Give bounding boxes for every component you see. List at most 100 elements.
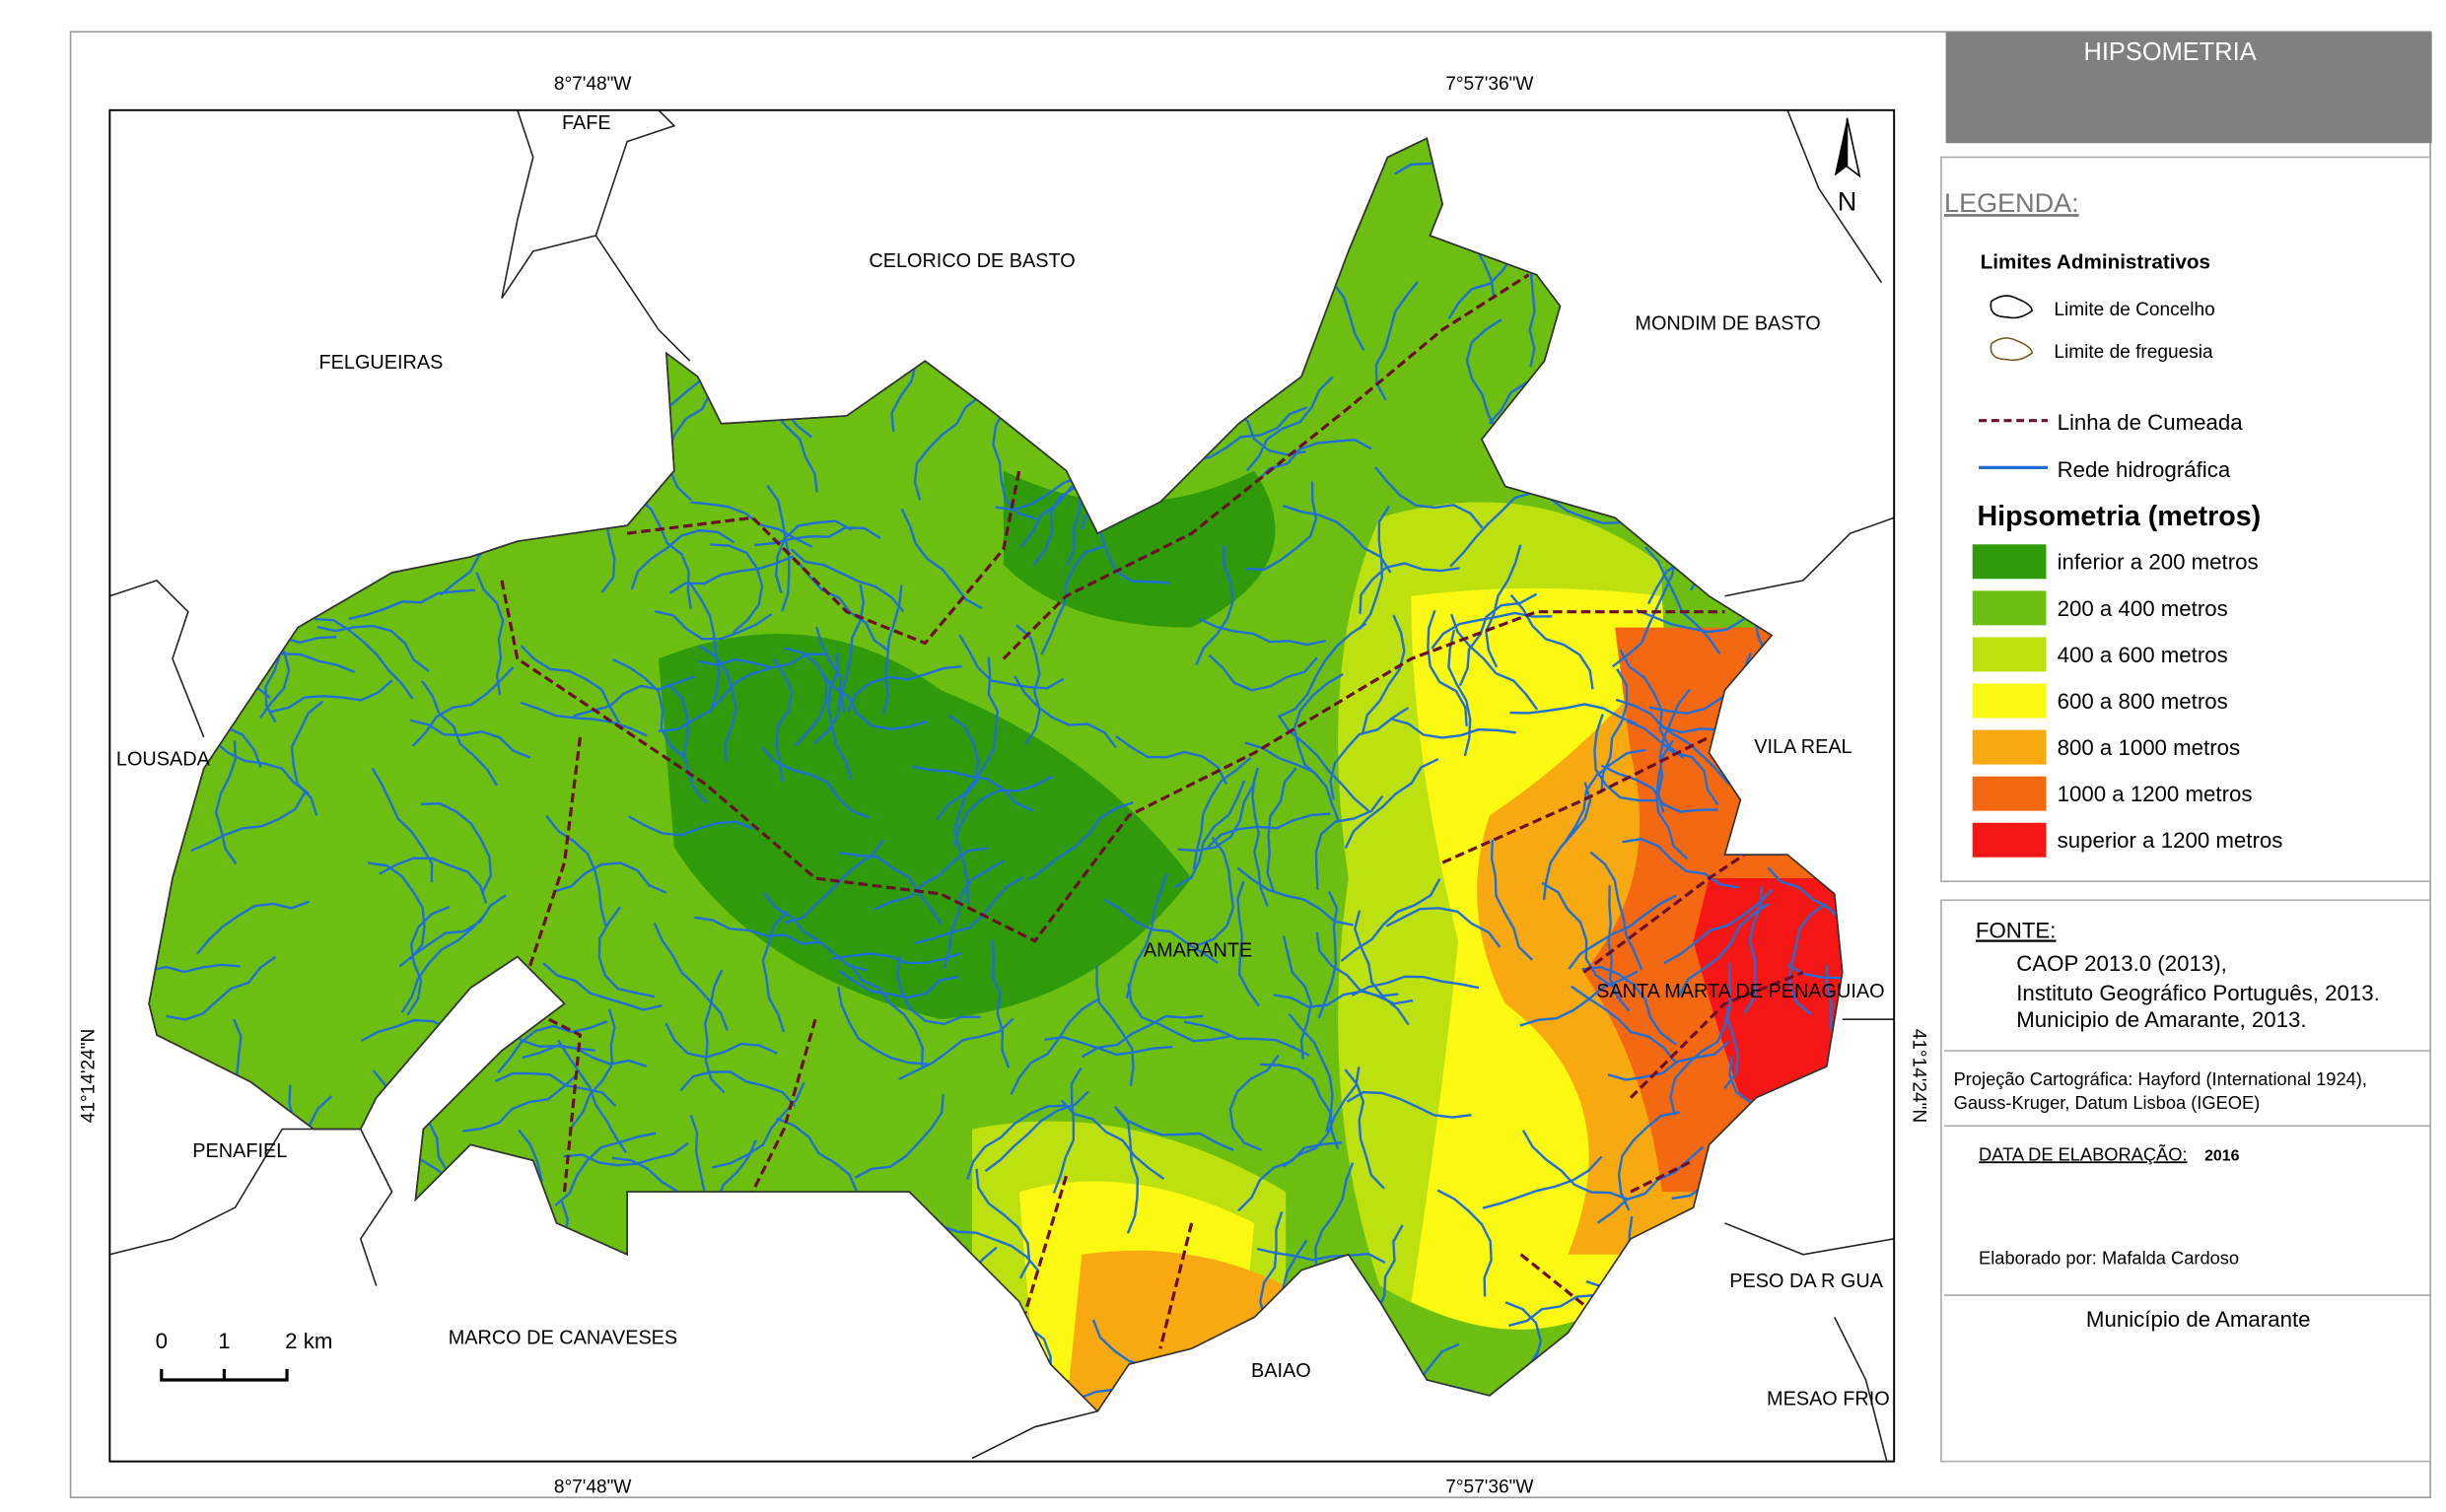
river bbox=[761, 910, 789, 1033]
river bbox=[1611, 555, 1678, 668]
place-label: AMARANTE bbox=[1144, 940, 1252, 962]
river bbox=[675, 162, 798, 209]
projection: Projeção Cartográfica: Hayford (Internat… bbox=[1954, 1068, 2367, 1089]
river bbox=[1731, 374, 1841, 421]
river bbox=[819, 671, 928, 730]
river bbox=[308, 463, 431, 490]
river bbox=[1206, 812, 1331, 849]
river bbox=[1656, 688, 1691, 813]
river bbox=[404, 420, 533, 446]
river bbox=[149, 217, 186, 297]
river bbox=[1237, 1141, 1343, 1212]
river bbox=[1691, 1294, 1795, 1363]
river bbox=[828, 336, 954, 365]
river bbox=[462, 1073, 578, 1133]
legend-hyps-title: Hipsometria (metros) bbox=[1977, 501, 2261, 532]
river bbox=[772, 658, 794, 782]
municipality-outline bbox=[148, 137, 1844, 1413]
river bbox=[712, 1081, 805, 1169]
river bbox=[239, 163, 313, 249]
river bbox=[1539, 470, 1669, 491]
river bbox=[700, 240, 785, 330]
river bbox=[190, 791, 306, 853]
river bbox=[766, 484, 791, 612]
river bbox=[1740, 138, 1778, 203]
river bbox=[1795, 138, 1840, 254]
scale-label: 1 bbox=[218, 1329, 230, 1353]
river bbox=[1450, 613, 1539, 711]
coord-top: 8°7'48"W bbox=[554, 74, 632, 95]
legend-item: Linha de Cumeada bbox=[2058, 410, 2244, 435]
river bbox=[1040, 545, 1104, 655]
river bbox=[992, 408, 1037, 520]
place-label: VILA REAL bbox=[1754, 736, 1852, 758]
ridge-line bbox=[1519, 1253, 1601, 1319]
river bbox=[1050, 183, 1094, 305]
river bbox=[952, 780, 979, 905]
river bbox=[1617, 388, 1742, 412]
river bbox=[1786, 933, 1843, 980]
river bbox=[1571, 985, 1677, 1064]
place-label: FAFE bbox=[562, 112, 611, 134]
legend-swatch bbox=[1972, 776, 2047, 811]
river bbox=[753, 1239, 812, 1331]
river bbox=[1590, 1355, 1684, 1411]
river bbox=[827, 653, 853, 780]
river bbox=[854, 1093, 944, 1180]
river bbox=[710, 543, 764, 634]
river bbox=[1427, 610, 1468, 726]
river bbox=[1389, 717, 1516, 739]
river bbox=[367, 861, 426, 961]
river bbox=[1010, 997, 1099, 1095]
place-label: SANTA MARTA DE PENAGUIAO bbox=[1596, 981, 1884, 1002]
river bbox=[379, 857, 488, 904]
river bbox=[975, 1168, 1031, 1279]
elevation-zone bbox=[1003, 470, 1276, 628]
river bbox=[959, 181, 1029, 294]
boundary bbox=[1786, 109, 1883, 284]
river bbox=[612, 657, 686, 759]
source-line: Municipio de Amarante, 2013. bbox=[2016, 1007, 2306, 1032]
river bbox=[1630, 1298, 1661, 1411]
river bbox=[1522, 1130, 1629, 1201]
river bbox=[1571, 349, 1642, 458]
river bbox=[361, 1294, 389, 1411]
river bbox=[1485, 544, 1522, 668]
legend-swatch bbox=[1972, 590, 2047, 626]
ridge-line bbox=[626, 470, 1021, 646]
river bbox=[497, 1019, 608, 1074]
info-box bbox=[1940, 899, 2431, 1463]
legend-classes: inferior a 200 metros 200 a 400 metros 400… bbox=[1972, 544, 2282, 858]
river bbox=[814, 138, 938, 151]
river bbox=[679, 1070, 797, 1108]
river bbox=[1581, 966, 1677, 1046]
river bbox=[196, 900, 311, 955]
legend-item: Rede hidrográfica bbox=[2058, 457, 2231, 482]
river bbox=[1152, 145, 1233, 244]
river bbox=[1244, 741, 1341, 823]
legend-swatch bbox=[1972, 822, 2047, 858]
river bbox=[464, 150, 536, 254]
river bbox=[895, 955, 981, 1026]
river bbox=[376, 219, 442, 329]
legend-item: Limite de Concelho bbox=[2054, 300, 2214, 320]
river bbox=[251, 307, 379, 333]
north-label: N bbox=[1838, 187, 1857, 217]
river bbox=[914, 875, 1024, 945]
river bbox=[703, 969, 726, 1094]
river bbox=[1282, 935, 1313, 1060]
boundary bbox=[1724, 516, 1895, 597]
river bbox=[634, 497, 693, 610]
river bbox=[1184, 186, 1279, 279]
river bbox=[345, 203, 438, 290]
river bbox=[411, 666, 515, 747]
coord-top: 7°57'36"W bbox=[1445, 74, 1533, 95]
legend-symbol bbox=[1990, 295, 2033, 319]
river bbox=[1636, 606, 1759, 634]
river bbox=[1619, 649, 1685, 759]
ridge-line bbox=[1441, 735, 1711, 864]
river bbox=[192, 443, 268, 542]
river bbox=[1346, 1090, 1472, 1119]
map-frame bbox=[108, 108, 1896, 1463]
river bbox=[741, 1277, 821, 1368]
